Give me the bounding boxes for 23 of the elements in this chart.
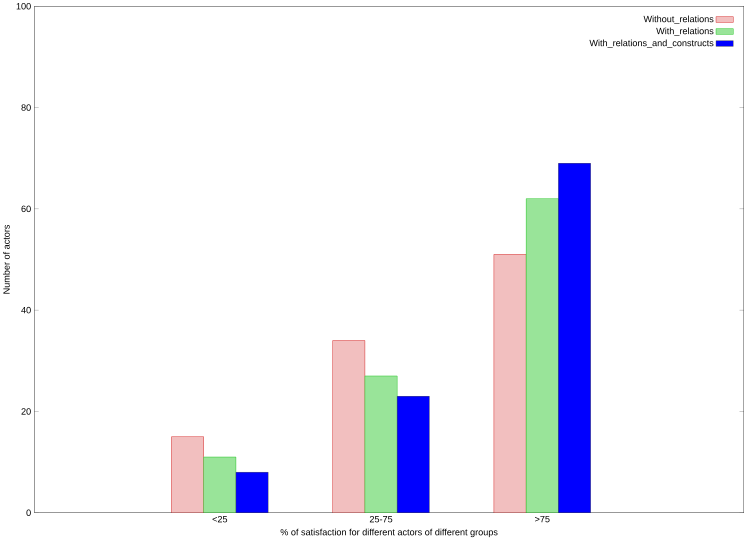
y-tick-label: 40: [21, 306, 31, 314]
x-axis-title: % of satisfaction for different actors of different groups: [280, 528, 498, 538]
bar: [364, 376, 398, 513]
y-tick-label: 100: [16, 2, 31, 10]
bar: [396, 396, 430, 513]
bar: [526, 198, 559, 513]
x-tick-label: >75: [534, 516, 550, 522]
y-tick-label: 80: [21, 104, 31, 111]
bar: [494, 254, 526, 513]
legend-label: Without_relations: [644, 15, 714, 24]
x-tick-label: <25: [212, 516, 228, 522]
x-tick-label: 25-75: [370, 516, 392, 522]
bar: [332, 340, 366, 513]
y-tick-label: 20: [22, 408, 31, 415]
bar: [236, 472, 268, 513]
y-axis-title: Number of actors: [3, 224, 10, 294]
legend-label: With_relations: [656, 27, 714, 36]
bar: [171, 436, 204, 513]
bar: [203, 456, 236, 513]
y-tick-label: 0: [26, 509, 31, 516]
bar: [558, 162, 591, 513]
legend-label: With_relations_and_constructs: [589, 39, 714, 48]
y-tick-label: 60: [22, 206, 31, 212]
